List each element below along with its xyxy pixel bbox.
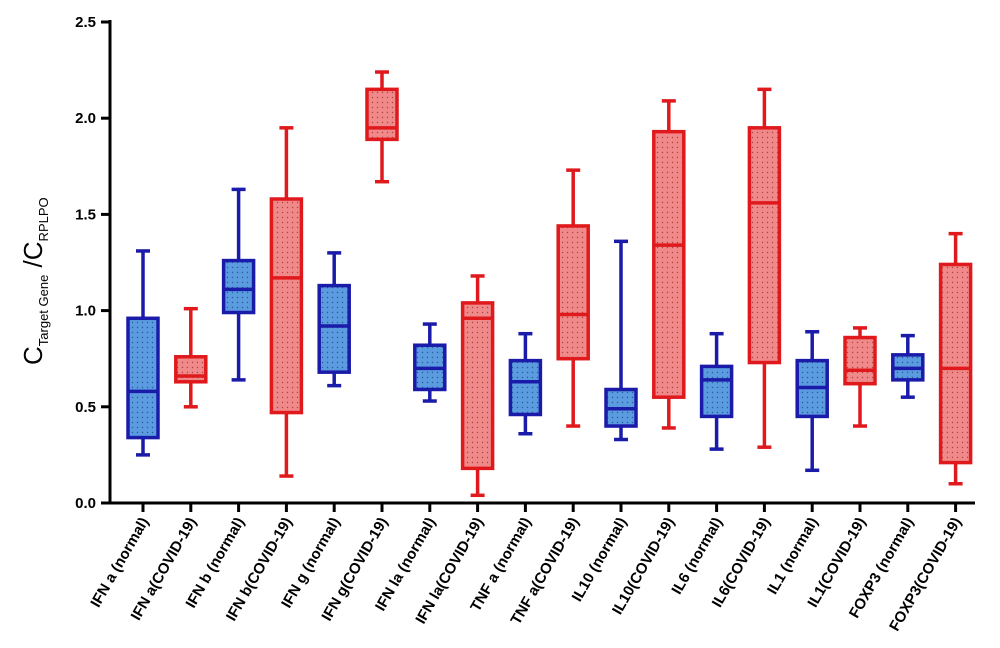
box-4 (317, 251, 351, 388)
y-axis-label-sub2: RPLPO (36, 197, 51, 241)
box-rect (174, 355, 208, 384)
box-11 (652, 99, 686, 430)
box-0 (126, 249, 160, 457)
box-12 (699, 331, 734, 451)
box-6 (413, 322, 447, 403)
y-axis-label: CTarget Gene /CRPLPO (18, 197, 51, 365)
box-rect (221, 258, 256, 315)
box-17 (938, 231, 973, 486)
y-axis: 0.0 0.5 1.0 1.5 2.0 2.5 (75, 14, 112, 512)
box-rect (699, 364, 734, 419)
x-axis: IFN a (normal)IFN a(COVID-19)IFN b (norm… (87, 501, 975, 634)
box-rect (317, 283, 351, 374)
y-axis-label-sep: /C (18, 241, 48, 274)
box-1 (174, 306, 208, 409)
box-rect (508, 358, 543, 417)
y-axis-label-c1: C (18, 346, 48, 365)
box-rect (126, 316, 160, 440)
box-rect (843, 335, 877, 386)
box-rect (652, 129, 686, 399)
box-7 (460, 274, 495, 498)
y-tick-label: 1.0 (75, 303, 96, 320)
y-tick-label: 0.5 (75, 399, 96, 416)
box-rect (747, 126, 782, 365)
box-8 (508, 331, 543, 436)
box-rect (938, 262, 973, 465)
box-rect (556, 224, 590, 361)
box-16 (891, 333, 925, 399)
box-15 (843, 326, 877, 428)
y-tick-label: 1.5 (75, 206, 96, 223)
y-tick-label: 0.0 (75, 495, 96, 512)
y-tick-label: 2.0 (75, 110, 96, 127)
boxes-group (126, 70, 973, 498)
box-rect (365, 87, 399, 142)
box-rect (460, 301, 495, 471)
box-2 (221, 187, 256, 382)
box-9 (556, 168, 590, 428)
y-tick-label: 2.5 (75, 14, 96, 31)
box-3 (269, 126, 304, 478)
box-10 (604, 239, 638, 442)
box-14 (795, 330, 829, 473)
box-rect (269, 197, 304, 415)
box-5 (365, 70, 399, 184)
y-axis-label-sub1: Target Gene (36, 275, 51, 347)
box-13 (747, 87, 782, 449)
